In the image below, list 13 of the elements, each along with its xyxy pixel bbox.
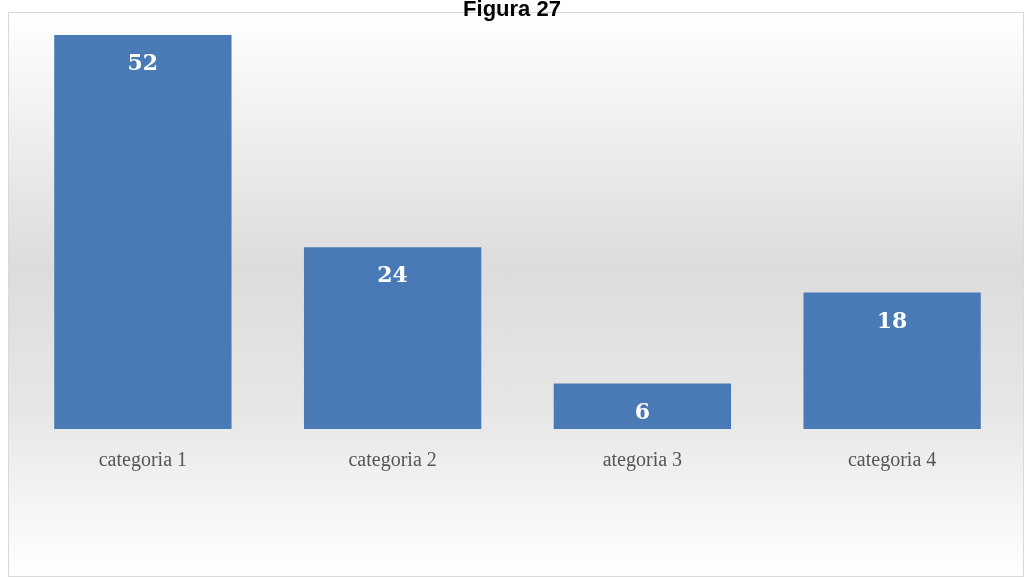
x-tick-label: categoria 2 bbox=[348, 448, 437, 471]
data-label: 18 bbox=[876, 306, 908, 333]
x-tick-label: categoria 4 bbox=[847, 448, 937, 471]
data-label: 52 bbox=[127, 49, 159, 75]
data-label: 24 bbox=[377, 261, 408, 288]
bar bbox=[803, 292, 981, 429]
x-tick-label: categoria 1 bbox=[98, 448, 188, 471]
chart-title: Figura 27 bbox=[463, 0, 561, 21]
bar bbox=[553, 383, 732, 429]
data-label: 6 bbox=[634, 397, 651, 424]
bar bbox=[54, 35, 232, 429]
bar bbox=[303, 247, 482, 429]
x-tick-label: ategoria 3 bbox=[602, 448, 683, 471]
